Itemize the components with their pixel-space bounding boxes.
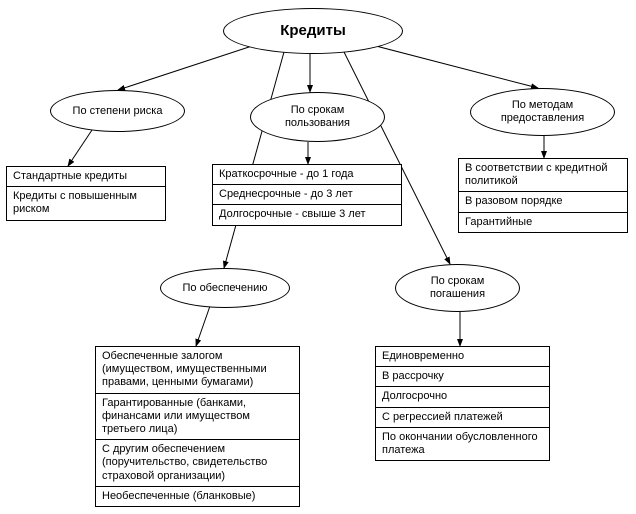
- list-item: Единовременно: [375, 346, 550, 367]
- list-item: С регрессией платежей: [375, 408, 550, 428]
- list-item: Необеспеченные (бланковые): [95, 487, 300, 507]
- list-item: Обеспеченные залогом (имуществом, имущес…: [95, 346, 300, 394]
- category-label: По срокам пользования: [261, 104, 374, 129]
- category-label: По срокам погашения: [406, 275, 509, 300]
- list-item: Среднесрочные - до 3 лет: [212, 185, 402, 205]
- list-item: Кредиты с повышенным риском: [6, 187, 166, 220]
- category-collateral: По обеспечению: [160, 268, 290, 308]
- list-item: Гарантированные (банками, финансами или …: [95, 394, 300, 441]
- list-item: По окончании обусловленного платежа: [375, 428, 550, 461]
- list-provision: В соответствии с кредитной политикойВ ра…: [458, 158, 628, 233]
- list-collateral: Обеспеченные залогом (имуществом, имущес…: [95, 346, 300, 507]
- category-provision: По методам предоставления: [470, 88, 615, 136]
- list-item: С другим обеспечением (поручительство, с…: [95, 440, 300, 487]
- list-item: Долгосрочно: [375, 387, 550, 407]
- diagram-canvas: Кредиты По степени риска По срокам польз…: [0, 0, 636, 514]
- category-label: По обеспечению: [182, 282, 267, 295]
- root-node: Кредиты: [223, 8, 403, 54]
- category-repayment: По срокам погашения: [395, 264, 520, 312]
- category-risk: По степени риска: [50, 90, 185, 132]
- list-item: Краткосрочные - до 1 года: [212, 164, 402, 185]
- root-label: Кредиты: [280, 22, 346, 39]
- list-item: Гарантийные: [458, 213, 628, 233]
- list-term-use: Краткосрочные - до 1 годаСреднесрочные -…: [212, 164, 402, 226]
- list-repayment: ЕдиновременноВ рассрочкуДолгосрочноС рег…: [375, 346, 550, 461]
- list-risk: Стандартные кредитыКредиты с повышенным …: [6, 166, 166, 221]
- category-term-use: По срокам пользования: [250, 92, 385, 142]
- category-label: По степени риска: [73, 105, 163, 118]
- list-item: Стандартные кредиты: [6, 166, 166, 187]
- list-item: В рассрочку: [375, 367, 550, 387]
- category-label: По методам предоставления: [481, 99, 604, 124]
- list-item: В разовом порядке: [458, 192, 628, 212]
- list-item: Долгосрочные - свыше 3 лет: [212, 205, 402, 225]
- list-item: В соответствии с кредитной политикой: [458, 158, 628, 192]
